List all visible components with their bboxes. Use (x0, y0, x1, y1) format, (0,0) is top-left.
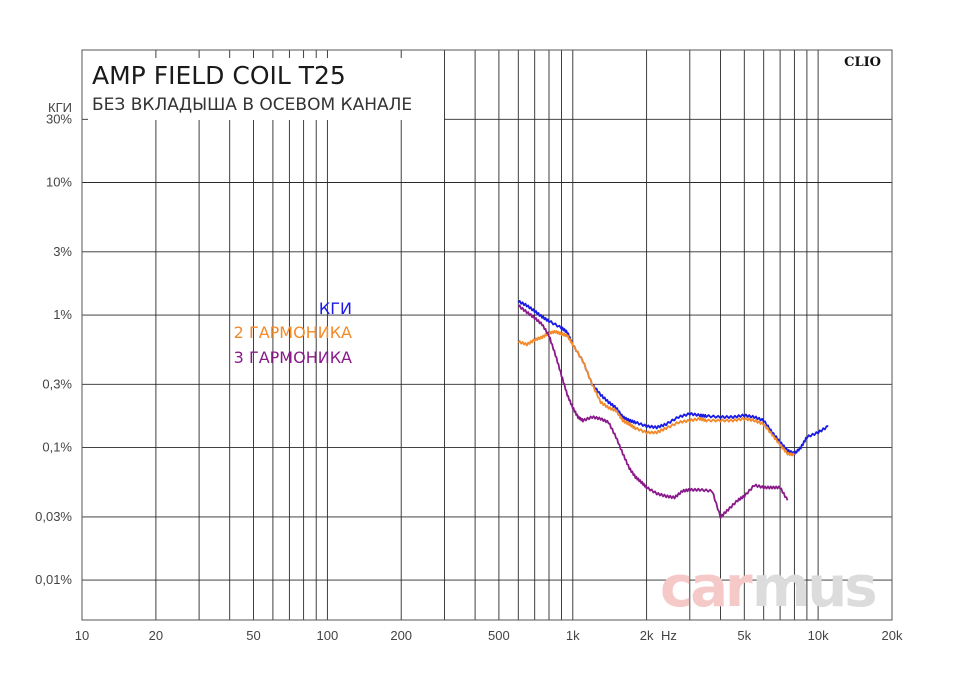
watermark-car: car (660, 555, 753, 620)
x-tick-label-4: 200 (390, 628, 412, 643)
plot-frame (81, 49, 893, 621)
series-line-2 (517, 304, 789, 519)
x-tick-label-5: 500 (488, 628, 510, 643)
plot-background (82, 50, 892, 620)
x-tick-label-2: 50 (246, 628, 260, 643)
x-tick-label-8: 5k (737, 628, 751, 643)
x-unit-label: Hz (661, 628, 677, 643)
y-tick-labels: 30% 10% 3% 1% 0,3% 0,1% 0,03% 0,01% (35, 111, 72, 587)
y-tick-label-1: 10% (46, 175, 72, 190)
y-tick-label-0: 30% (46, 111, 72, 126)
legend-item-0: КГИ (319, 299, 352, 318)
grid (82, 50, 892, 620)
chart-title: AMP FIELD COIL T25 (92, 61, 346, 90)
legend-item-2: 3 ГАРМОНИКА (234, 348, 352, 367)
y-tick-label-7: 0,01% (35, 572, 72, 587)
watermark: car mus (660, 555, 878, 620)
x-tick-label-6: 1k (566, 628, 580, 643)
series-line-0 (517, 299, 829, 456)
y-tick-label-3: 1% (53, 307, 72, 322)
x-tick-label-0: 10 (75, 628, 89, 643)
x-tick-labels: 10 20 50 100 200 500 1k 2k 5k 10k 20k (75, 628, 903, 643)
x-tick-label-9: 10k (808, 628, 829, 643)
legend: КГИ 2 ГАРМОНИКА 3 ГАРМОНИКА (234, 299, 352, 367)
series-group (517, 299, 829, 519)
x-tick-label-1: 20 (149, 628, 163, 643)
title-box (88, 58, 444, 120)
chart-subtitle: БЕЗ ВКЛАДЫША В ОСЕВОМ КАНАЛЕ (92, 95, 412, 115)
y-tick-label-5: 0,1% (42, 440, 72, 455)
watermark-mus: mus (752, 555, 875, 620)
brand-label: CLIO (844, 55, 881, 70)
legend-item-1: 2 ГАРМОНИКА (234, 323, 352, 342)
y-tick-label-4: 0,3% (42, 376, 72, 391)
x-tick-label-10: 20k (882, 628, 903, 643)
y-axis-label: КГИ (48, 100, 72, 115)
series-line-1 (517, 329, 796, 457)
y-tick-label-2: 3% (53, 244, 72, 259)
x-tick-label-3: 100 (317, 628, 339, 643)
y-tick-label-6: 0,03% (35, 509, 72, 524)
x-tick-label-7: 2k (640, 628, 654, 643)
